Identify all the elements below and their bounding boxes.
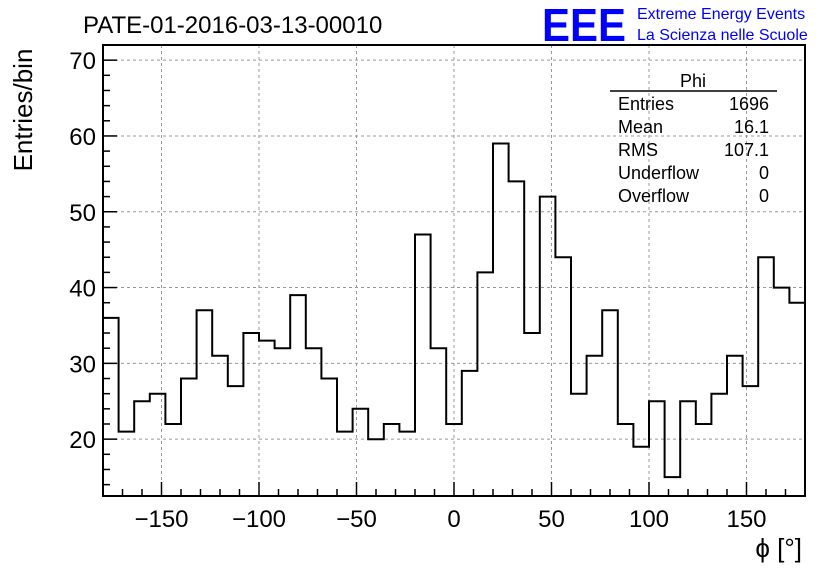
histogram-line xyxy=(103,142,806,479)
y-tick-label: 30 xyxy=(69,351,96,378)
stats-value: 16.1 xyxy=(734,117,769,137)
x-axis-label: ϕ [°] xyxy=(755,533,802,563)
stats-value: 0 xyxy=(759,186,769,206)
stats-box: Phi Entries 1696 Mean 16.1 RMS 107.1 Underflow… xyxy=(610,71,777,206)
x-tick-label: 0 xyxy=(447,506,460,533)
x-tick-label: 50 xyxy=(538,506,565,533)
logo-line-2: La Scienza nelle Scuole xyxy=(637,27,808,44)
stats-label: RMS xyxy=(618,140,658,160)
stats-label: Mean xyxy=(618,117,663,137)
stats-title: Phi xyxy=(680,71,706,91)
axis-ticks xyxy=(102,44,806,496)
x-tick-label: −150 xyxy=(134,506,188,533)
stats-value: 107.1 xyxy=(724,140,769,160)
y-tick-label: 50 xyxy=(69,200,96,227)
x-tick-label: 150 xyxy=(726,506,766,533)
y-tick-label: 70 xyxy=(69,48,96,75)
y-tick-label: 40 xyxy=(69,276,96,303)
y-tick-label: 60 xyxy=(69,124,96,151)
x-tick-label: 100 xyxy=(629,506,669,533)
stats-value: 1696 xyxy=(729,94,769,114)
stats-label: Underflow xyxy=(618,163,700,183)
tick-labels: −150 −100 −50 0 50 100 150 20 30 40 50 60 70 xyxy=(69,48,766,533)
logo-line-1: Extreme Energy Events xyxy=(637,6,805,23)
stats-label: Entries xyxy=(618,94,674,114)
y-axis-label: Entries/bin xyxy=(8,49,38,172)
x-tick-label: −50 xyxy=(336,506,377,533)
stats-label: Overflow xyxy=(618,186,690,206)
x-tick-label: −100 xyxy=(232,506,286,533)
stats-value: 0 xyxy=(759,163,769,183)
y-tick-label: 20 xyxy=(69,427,96,454)
chart-title: PATE-01-2016-03-13-00010 xyxy=(83,12,382,39)
logo-mark: EEE xyxy=(542,0,626,51)
grid xyxy=(103,45,805,496)
